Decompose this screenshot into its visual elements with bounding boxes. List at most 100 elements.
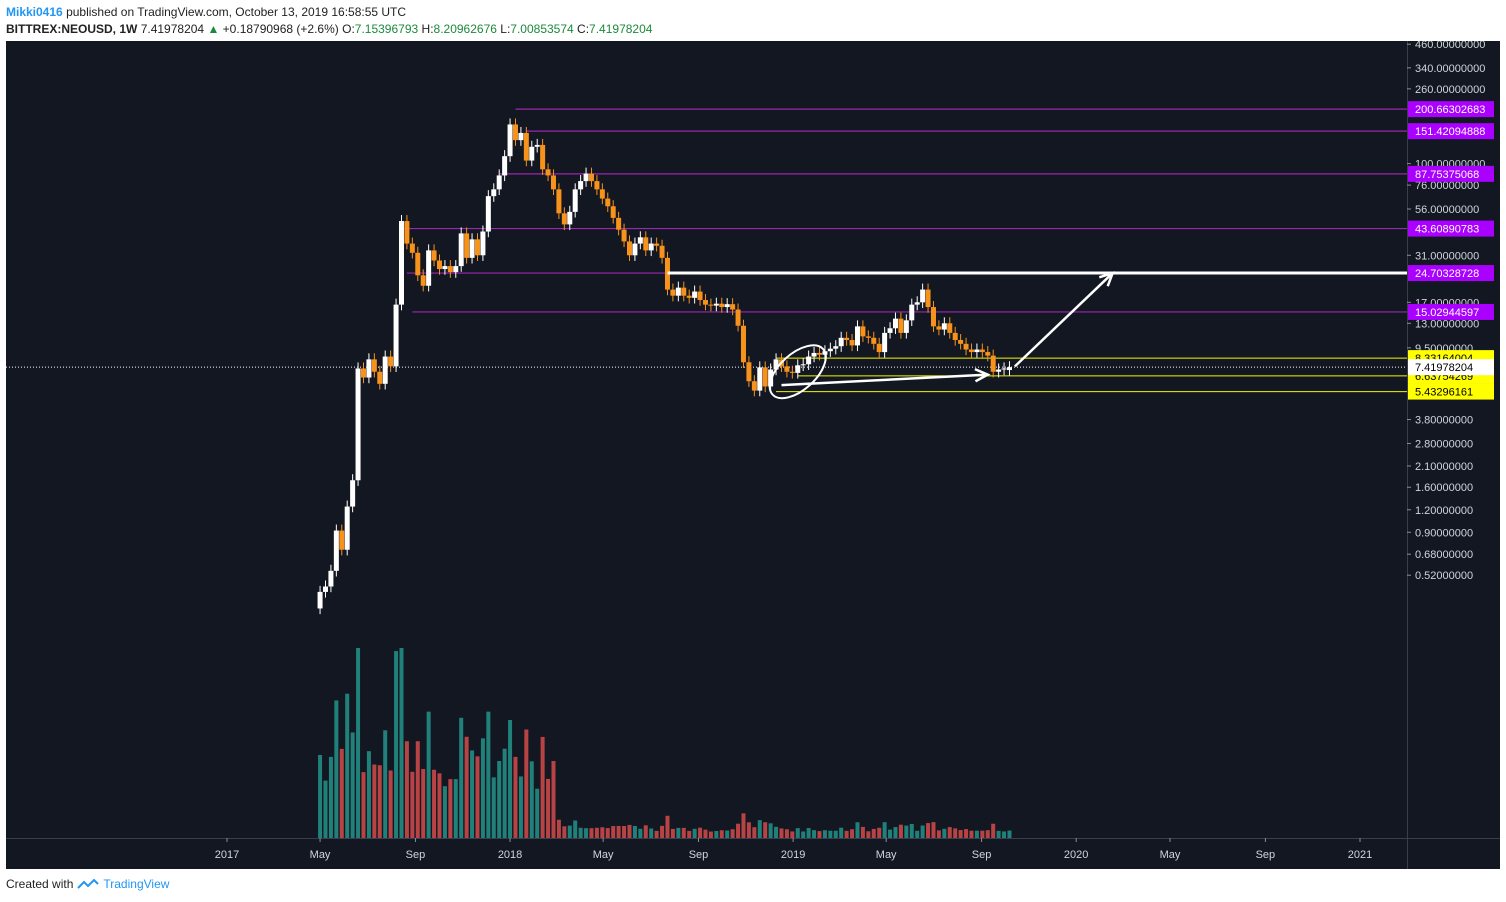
candle[interactable] bbox=[844, 337, 850, 341]
candle[interactable] bbox=[920, 289, 926, 303]
tradingview-link[interactable]: TradingView bbox=[103, 877, 170, 891]
candle[interactable] bbox=[963, 343, 969, 350]
candle[interactable] bbox=[398, 221, 404, 305]
candle[interactable] bbox=[898, 318, 904, 333]
candle[interactable] bbox=[366, 359, 372, 378]
candle[interactable] bbox=[605, 198, 611, 207]
candle[interactable] bbox=[317, 591, 323, 609]
candle[interactable] bbox=[523, 132, 529, 161]
candle[interactable] bbox=[947, 323, 953, 333]
candle[interactable] bbox=[458, 233, 464, 267]
candle[interactable] bbox=[974, 349, 980, 353]
candle[interactable] bbox=[561, 213, 567, 225]
candle[interactable] bbox=[556, 189, 562, 214]
candle[interactable] bbox=[567, 211, 573, 225]
candle[interactable] bbox=[393, 304, 399, 367]
candle[interactable] bbox=[860, 326, 866, 337]
candle[interactable] bbox=[795, 365, 801, 373]
candle[interactable] bbox=[800, 364, 806, 366]
candle[interactable] bbox=[681, 287, 687, 296]
candle[interactable] bbox=[811, 352, 817, 357]
candle[interactable] bbox=[930, 307, 936, 327]
candle[interactable] bbox=[518, 132, 524, 141]
candle[interactable] bbox=[491, 189, 497, 197]
candle[interactable] bbox=[751, 381, 757, 391]
candle[interactable] bbox=[713, 303, 719, 306]
candle[interactable] bbox=[637, 237, 643, 244]
candle[interactable] bbox=[909, 304, 915, 321]
candle[interactable] bbox=[659, 245, 665, 258]
candle[interactable] bbox=[952, 332, 958, 341]
candle[interactable] bbox=[746, 362, 752, 382]
candle[interactable] bbox=[692, 291, 698, 298]
candle[interactable] bbox=[865, 336, 871, 338]
candle[interactable] bbox=[871, 337, 877, 344]
candle[interactable] bbox=[730, 304, 736, 310]
candle[interactable] bbox=[507, 124, 513, 157]
candle[interactable] bbox=[360, 368, 366, 378]
candle[interactable] bbox=[708, 304, 714, 306]
candle[interactable] bbox=[887, 328, 893, 333]
candle[interactable] bbox=[382, 356, 388, 384]
candle[interactable] bbox=[670, 289, 676, 296]
candle[interactable] bbox=[789, 371, 795, 373]
candle[interactable] bbox=[925, 289, 931, 308]
candle[interactable] bbox=[1006, 367, 1012, 371]
candle[interactable] bbox=[322, 586, 328, 592]
candle[interactable] bbox=[1001, 368, 1007, 370]
candle[interactable] bbox=[377, 371, 383, 384]
candle[interactable] bbox=[735, 309, 741, 326]
candle[interactable] bbox=[436, 260, 442, 270]
candle[interactable] bbox=[594, 181, 600, 190]
candle[interactable] bbox=[371, 359, 377, 372]
candle[interactable] bbox=[740, 325, 746, 363]
candle[interactable] bbox=[806, 356, 812, 365]
candle[interactable] bbox=[350, 480, 356, 507]
candle[interactable] bbox=[420, 275, 426, 286]
candle[interactable] bbox=[339, 530, 345, 550]
price-chart[interactable]: 460.00000000340.00000000260.00000000100.… bbox=[6, 41, 1500, 869]
candle[interactable] bbox=[496, 175, 502, 190]
candle[interactable] bbox=[616, 217, 622, 230]
candle[interactable] bbox=[675, 287, 681, 296]
candle[interactable] bbox=[626, 241, 632, 256]
candle[interactable] bbox=[654, 243, 660, 246]
candle[interactable] bbox=[540, 144, 546, 170]
candle[interactable] bbox=[936, 326, 942, 330]
candle[interactable] bbox=[773, 359, 779, 370]
candle[interactable] bbox=[903, 320, 909, 333]
candle[interactable] bbox=[621, 229, 627, 242]
candle[interactable] bbox=[719, 303, 725, 308]
candle[interactable] bbox=[464, 233, 470, 258]
candle[interactable] bbox=[990, 355, 996, 372]
candle[interactable] bbox=[892, 318, 898, 329]
candle[interactable] bbox=[996, 369, 1002, 372]
candle[interactable] bbox=[453, 266, 459, 273]
candle[interactable] bbox=[344, 506, 350, 550]
candle[interactable] bbox=[648, 243, 654, 251]
candle[interactable] bbox=[833, 346, 839, 349]
candle[interactable] bbox=[816, 352, 822, 355]
candle[interactable] bbox=[480, 231, 486, 256]
candle[interactable] bbox=[333, 530, 339, 571]
candle[interactable] bbox=[572, 189, 578, 212]
candle[interactable] bbox=[550, 175, 556, 190]
candle[interactable] bbox=[610, 206, 616, 218]
candle[interactable] bbox=[328, 570, 334, 587]
candle[interactable] bbox=[632, 243, 638, 256]
candle[interactable] bbox=[426, 250, 432, 286]
candle[interactable] bbox=[578, 181, 584, 190]
candle[interactable] bbox=[686, 295, 692, 298]
candle[interactable] bbox=[643, 237, 649, 251]
candle[interactable] bbox=[838, 337, 844, 347]
candle[interactable] bbox=[485, 196, 491, 232]
candle[interactable] bbox=[599, 189, 605, 199]
candle[interactable] bbox=[876, 343, 882, 353]
author-link[interactable]: Mikki0416 bbox=[6, 5, 63, 19]
candle[interactable] bbox=[529, 146, 535, 161]
candle[interactable] bbox=[697, 291, 703, 301]
candle[interactable] bbox=[958, 340, 964, 344]
candle[interactable] bbox=[355, 368, 361, 481]
candle[interactable] bbox=[827, 348, 833, 352]
candle[interactable] bbox=[474, 239, 480, 256]
